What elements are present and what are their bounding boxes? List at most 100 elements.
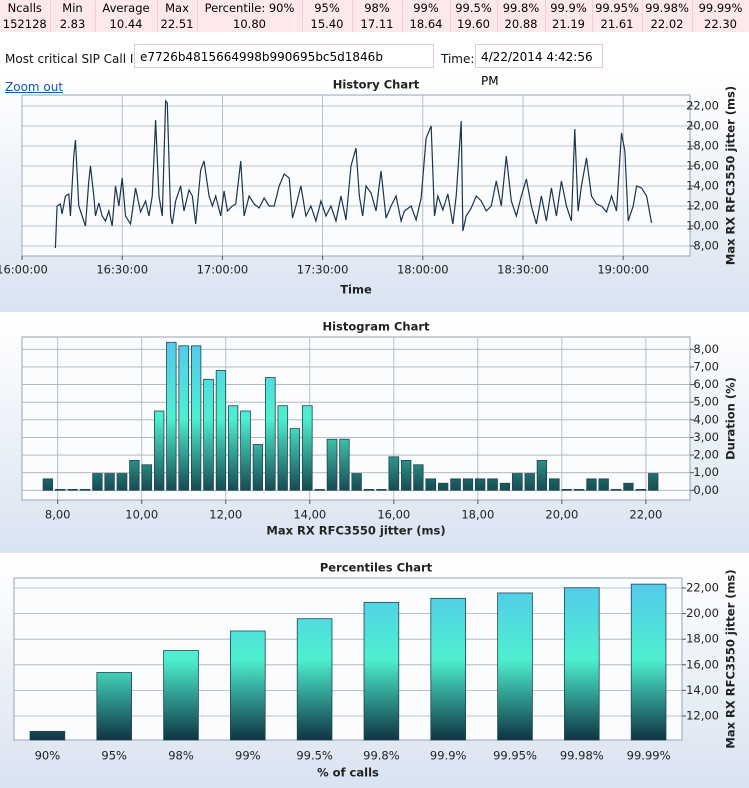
stat-header: 99.98% <box>642 0 693 16</box>
stat-value: 20.88 <box>497 16 546 32</box>
bar <box>230 630 266 741</box>
histogram-bar <box>301 405 313 491</box>
x-tick-label: 16:00:00 <box>0 263 48 277</box>
stat-header: 99% <box>402 0 451 16</box>
histogram-bar <box>524 473 535 491</box>
stat-header: Max <box>157 0 198 16</box>
stat-header: Min <box>50 0 96 16</box>
histogram-bar <box>289 428 301 491</box>
x-tick-label: 99.9% <box>430 749 467 763</box>
histogram-bar <box>67 489 78 491</box>
stat-value: 22.51 <box>157 16 198 32</box>
bar <box>497 592 533 741</box>
stat-value: 18.64 <box>402 16 451 32</box>
y-tick-label: 16,00 <box>686 657 719 671</box>
histogram-bar <box>252 444 264 491</box>
y-tick-label: 18,00 <box>686 139 719 153</box>
y-axis-label: Max RX RFC3550 jitter (ms) <box>724 569 738 748</box>
header-row: Ncalls Min Average Max Percentile: 90% 95% 98%… <box>0 0 749 16</box>
bar <box>96 672 132 741</box>
histogram-bar <box>635 489 647 491</box>
stat-value: 17.11 <box>352 16 403 32</box>
x-tick-label: 99% <box>235 749 261 763</box>
histogram-bar <box>178 345 190 491</box>
y-tick-label: 6,00 <box>693 377 719 391</box>
y-tick-label: 16,00 <box>686 159 719 173</box>
bar <box>630 583 667 741</box>
stat-value: 21.19 <box>545 16 593 32</box>
bar <box>29 730 66 741</box>
histogram-bar <box>129 459 140 491</box>
stat-value: 22.30 <box>692 16 749 32</box>
y-tick-label: 14,00 <box>686 683 719 697</box>
histogram-bar <box>79 489 91 491</box>
plot-area <box>21 94 691 257</box>
y-axis-label: Max RX RFC3550 jitter (ms) <box>724 86 738 265</box>
stat-value: 19.60 <box>450 16 498 32</box>
y-tick-label: 8,00 <box>693 342 719 356</box>
x-tick-label: 19:00:00 <box>597 263 649 277</box>
histogram-bar <box>314 489 325 491</box>
stat-value: 15.40 <box>302 16 353 32</box>
histogram-bar <box>425 478 437 491</box>
histogram-bar <box>154 410 165 491</box>
histogram-bar <box>92 473 103 491</box>
call-id-field[interactable]: e7726b4815664998b990695bc5d1846b <box>134 44 434 68</box>
histogram-bar <box>141 464 153 491</box>
histogram-bar <box>548 478 560 491</box>
histogram-bar <box>190 345 202 491</box>
histogram-bar <box>54 489 66 491</box>
time-field[interactable]: 4/22/2014 4:42:56 PM <box>475 44 603 88</box>
y-tick-label: 22,00 <box>686 580 719 594</box>
x-axis-label: % of calls <box>317 766 379 780</box>
stat-value: 21.61 <box>592 16 643 32</box>
histogram-bar <box>42 478 53 491</box>
x-tick-label: 16,00 <box>377 508 410 522</box>
stat-header: 99.8% <box>497 0 546 16</box>
zoom-out-link[interactable]: Zoom out <box>5 80 64 94</box>
stat-header: 99.99% <box>692 0 749 16</box>
x-tick-label: 99.98% <box>560 749 604 763</box>
x-tick-label: 14,00 <box>293 508 326 522</box>
y-tick-label: 0,00 <box>693 483 719 497</box>
chart-title: History Chart <box>333 78 420 92</box>
y-tick-label: 3,00 <box>693 430 719 444</box>
y-tick-label: 20,00 <box>686 606 719 620</box>
x-tick-label: 16:30:00 <box>96 263 148 277</box>
y-tick-label: 7,00 <box>693 359 719 373</box>
x-tick-label: 99.99% <box>627 749 671 763</box>
histogram-bar <box>512 473 523 491</box>
x-tick-label: 22,00 <box>629 508 662 522</box>
histogram-bar <box>401 459 412 491</box>
y-tick-label: 1,00 <box>693 465 719 479</box>
x-tick-label: 18:30:00 <box>497 263 549 277</box>
stat-header: 99.5% <box>450 0 498 16</box>
bar <box>163 650 199 741</box>
y-tick-label: 5,00 <box>693 395 719 409</box>
x-axis-label: Max RX RFC3550 jitter (ms) <box>266 524 445 538</box>
x-tick-label: 98% <box>168 749 194 763</box>
y-tick-label: 12,00 <box>686 199 719 213</box>
histogram-bar <box>610 489 622 491</box>
histogram-bar <box>499 482 511 491</box>
stat-header: Average <box>95 0 158 16</box>
stat-header: 98% <box>352 0 403 16</box>
histogram-bar <box>376 489 387 491</box>
histogram-bar <box>388 456 400 491</box>
histogram-bar <box>363 489 375 491</box>
histogram-bar <box>623 482 634 491</box>
stat-header: Percentile: 90% <box>197 0 303 16</box>
x-tick-label: 17:30:00 <box>297 263 349 277</box>
y-tick-label: 18,00 <box>686 632 719 646</box>
y-tick-label: 22,00 <box>686 99 719 113</box>
y-axis-label: Duration (%) <box>724 377 738 460</box>
y-tick-label: 2,00 <box>693 448 719 462</box>
stat-value: 10.44 <box>95 16 158 32</box>
histogram-bar <box>215 370 227 491</box>
histogram-bar <box>339 438 350 491</box>
stat-value: 10.80 <box>197 16 303 32</box>
histogram-bar <box>264 377 276 491</box>
histogram-bar <box>573 489 585 491</box>
x-tick-label: 8,00 <box>45 508 71 522</box>
